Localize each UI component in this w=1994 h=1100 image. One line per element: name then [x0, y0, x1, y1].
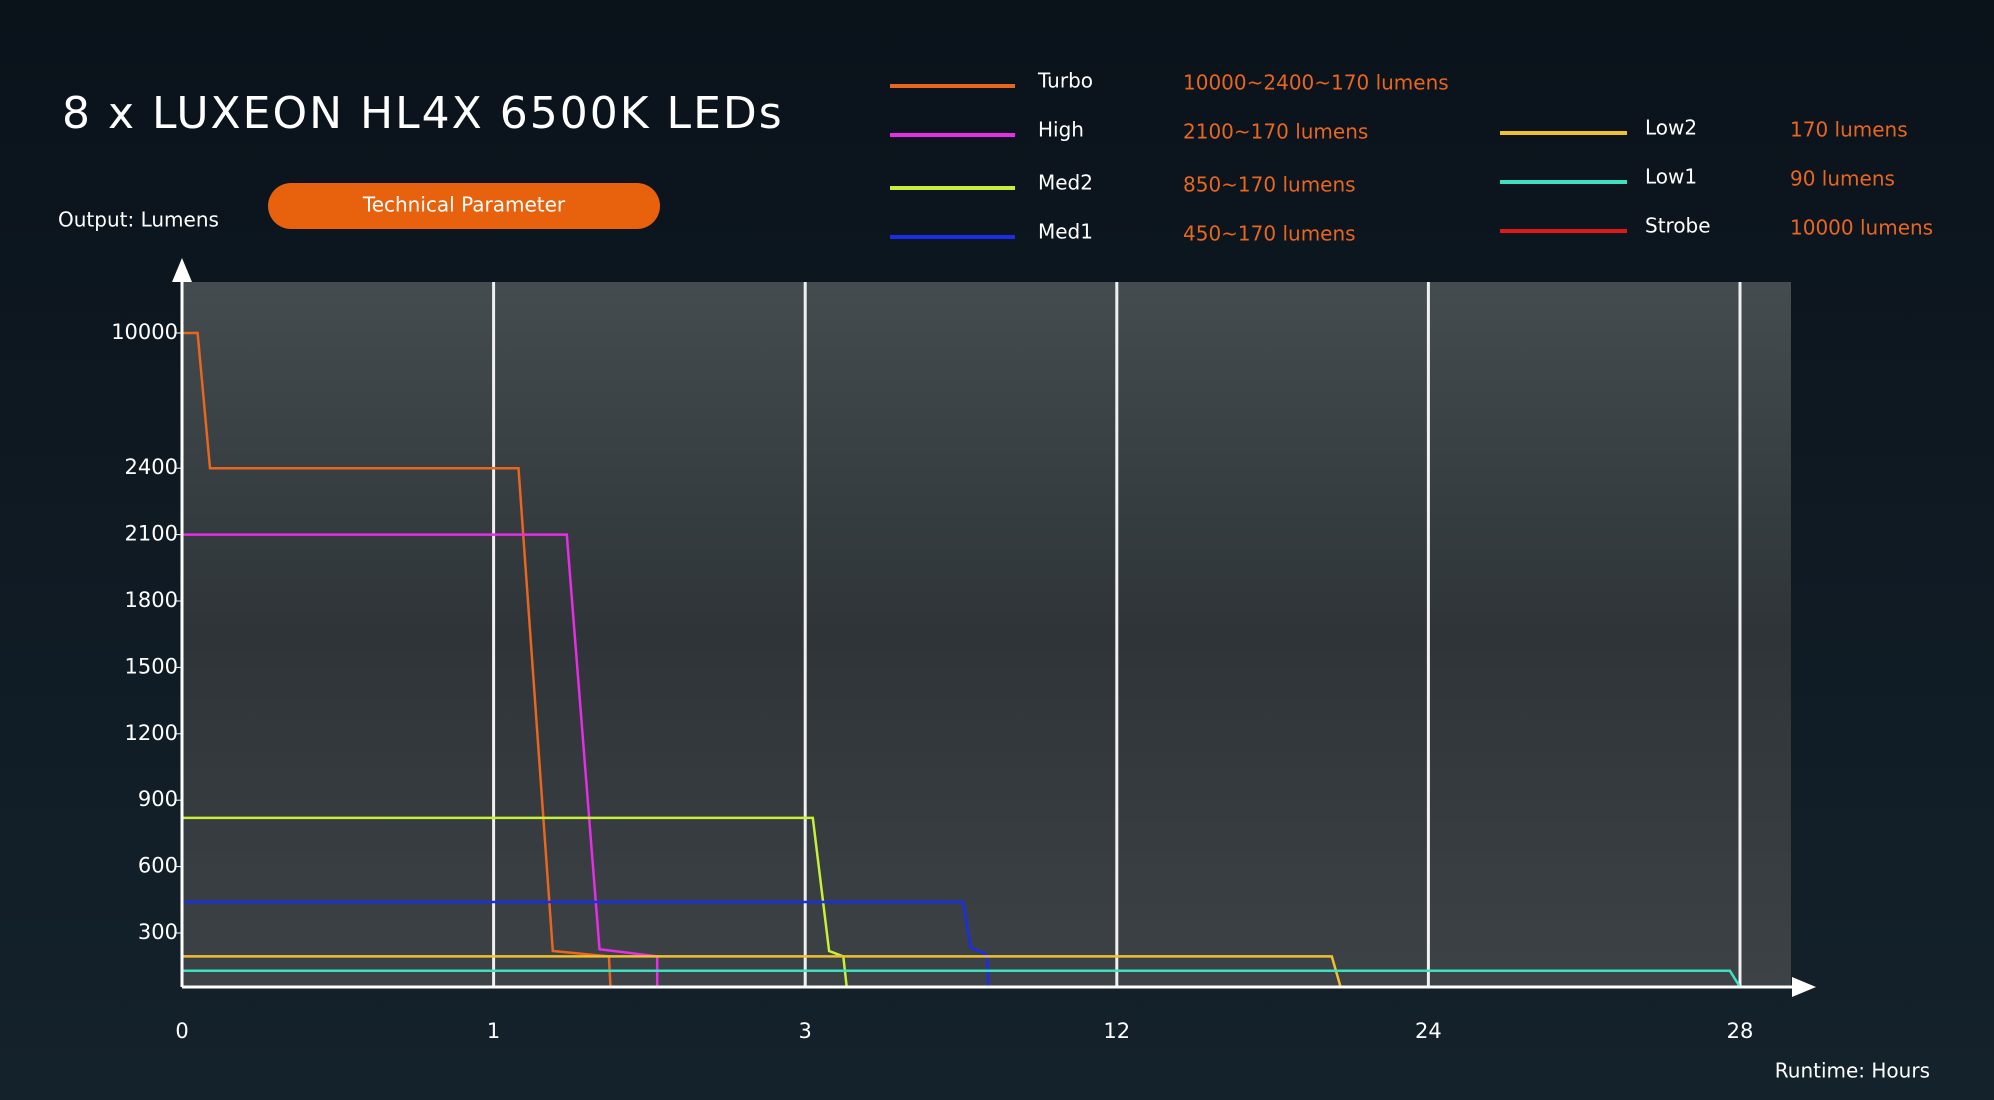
legend-description: 850~170 lumens — [1183, 173, 1356, 197]
x-tick-label: 1 — [487, 1019, 500, 1043]
x-tick-label: 12 — [1103, 1019, 1130, 1043]
y-tick-label: 2100 — [125, 522, 178, 546]
x-tick-label: 0 — [175, 1019, 188, 1043]
y-tick-label: 300 — [138, 920, 178, 944]
chart-title: 8 x LUXEON HL4X 6500K LEDs — [62, 88, 784, 139]
legend-description: 450~170 lumens — [1183, 222, 1356, 246]
legend-description: 10000 lumens — [1790, 216, 1933, 240]
series-line — [182, 816, 848, 988]
x-tick-label: 3 — [799, 1019, 812, 1043]
x-tick-label: 28 — [1727, 1019, 1754, 1043]
y-tick-label: 1800 — [125, 588, 178, 612]
legend-name: Med2 — [1038, 171, 1093, 195]
y-tick-label: 10000 — [111, 320, 178, 344]
y-tick-label: 1500 — [125, 654, 178, 678]
legend: Turbo 10000~2400~170 lumens High 2100~170 l… — [890, 69, 1933, 246]
series-line — [182, 533, 659, 987]
legend-name: Low2 — [1645, 116, 1697, 140]
legend-name: Strobe — [1645, 214, 1711, 238]
legend-description: 170 lumens — [1790, 118, 1908, 142]
y-tick-label: 900 — [138, 787, 178, 811]
lines — [182, 331, 1742, 988]
legend-name: Turbo — [1037, 69, 1093, 93]
legend-description: 10000~2400~170 lumens — [1183, 71, 1449, 95]
series-line — [182, 969, 1742, 988]
series-line — [182, 900, 990, 988]
legend-name: Med1 — [1038, 220, 1093, 244]
x-axis-label: Runtime: Hours — [1775, 1059, 1930, 1083]
legend-name: High — [1038, 118, 1084, 142]
grid: 0 1 3 12 24 28 300 600 900 1200 1500 1800 2100 2400 10… — [111, 282, 1753, 1043]
x-axis-arrow — [1792, 977, 1816, 997]
legend-description: 90 lumens — [1790, 167, 1895, 191]
legend-name: Low1 — [1645, 165, 1697, 189]
plot-area — [182, 282, 1791, 987]
series-line — [182, 955, 1342, 988]
y-tick-label: 2400 — [125, 455, 178, 479]
parameter-button[interactable] — [268, 183, 660, 229]
x-tick-label: 24 — [1415, 1019, 1442, 1043]
y-tick-label: 1200 — [125, 721, 178, 745]
button-label[interactable]: Technical Parameter — [362, 193, 566, 217]
y-tick-label: 600 — [138, 854, 178, 878]
y-axis-label: Output: Lumens — [58, 208, 219, 232]
legend-description: 2100~170 lumens — [1183, 120, 1368, 144]
y-axis-arrow — [172, 258, 192, 282]
